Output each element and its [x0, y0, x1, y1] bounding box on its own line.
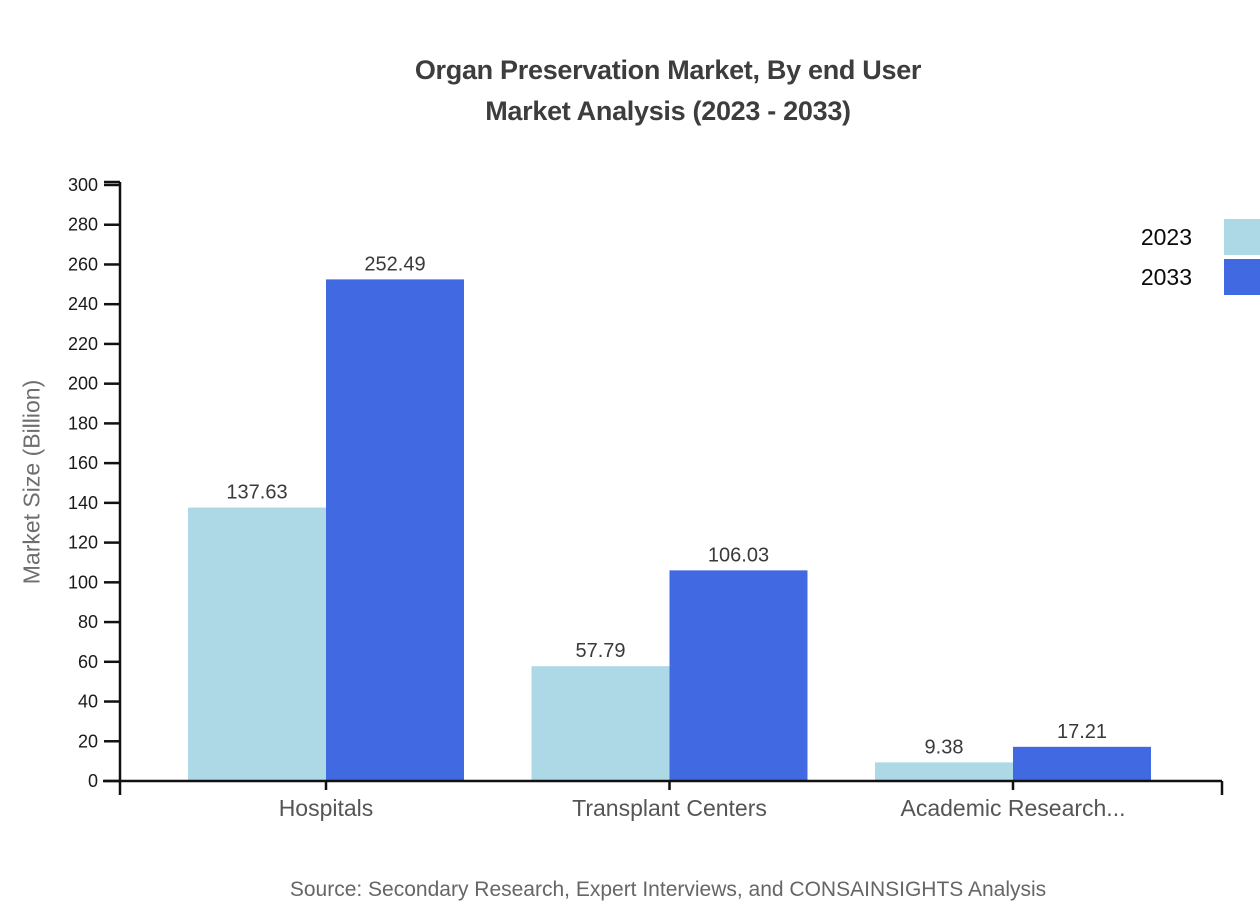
value-label-transplant-centers-2023: 57.79	[575, 640, 625, 662]
y-tick-label-220: 220	[68, 334, 98, 354]
y-tick-label-60: 60	[78, 652, 98, 672]
y-tick-label-0: 0	[88, 771, 98, 791]
y-tick-label-80: 80	[78, 612, 98, 632]
y-tick-label-20: 20	[78, 731, 98, 751]
value-label-academic-research-2033: 17.21	[1057, 721, 1107, 743]
legend-item-2033: 2033	[1141, 259, 1260, 295]
y-tick-label-160: 160	[68, 453, 98, 473]
chart-title-line2: Market Analysis (2023 - 2033)	[485, 96, 851, 126]
bar-transplant-centers-2023	[531, 666, 670, 781]
bar-hospitals-2023	[188, 507, 326, 781]
chart-title-line1: Organ Preservation Market, By end User	[414, 55, 922, 85]
legend-label-2023: 2023	[1140, 223, 1192, 250]
x-category-label-transplant-centers: Transplant Centers	[572, 795, 767, 821]
y-tick-label-240: 240	[68, 294, 98, 314]
chart-title: Organ Preservation Market, By end User M…	[76, 50, 1260, 132]
value-label-hospitals-2033: 252.49	[364, 253, 425, 275]
y-tick-label-40: 40	[78, 692, 98, 712]
bar-academic-research-2023	[875, 762, 1013, 781]
value-label-transplant-centers-2033: 106.03	[708, 544, 769, 566]
x-category-label-hospitals: Hospitals	[279, 795, 374, 821]
y-tick-label-280: 280	[68, 215, 98, 235]
legend-swatch-2033	[1224, 259, 1260, 295]
value-label-academic-research-2023: 9.38	[925, 736, 964, 758]
value-label-hospitals-2023: 137.63	[226, 482, 287, 504]
y-tick-label-260: 260	[68, 254, 98, 274]
y-tick-label-100: 100	[68, 572, 98, 592]
source-note: Source: Secondary Research, Expert Inter…	[289, 878, 1047, 901]
legend-label-2033: 2033	[1140, 263, 1192, 290]
y-tick-label-120: 120	[68, 533, 98, 553]
bar-hospitals-2033	[326, 279, 464, 781]
y-tick-label-300: 300	[68, 175, 98, 195]
bar-academic-research-2033	[1013, 746, 1151, 781]
bar-transplant-centers-2033	[669, 570, 808, 781]
legend-item-2023: 2023	[1141, 219, 1260, 255]
y-tick-label-180: 180	[68, 413, 98, 433]
legend-swatch-2023	[1224, 219, 1260, 255]
y-tick-label-140: 140	[68, 493, 98, 513]
legend: 2023 2033	[1141, 219, 1260, 299]
x-category-label-academic-research: Academic Research...	[901, 795, 1126, 821]
y-tick-label-200: 200	[68, 374, 98, 394]
